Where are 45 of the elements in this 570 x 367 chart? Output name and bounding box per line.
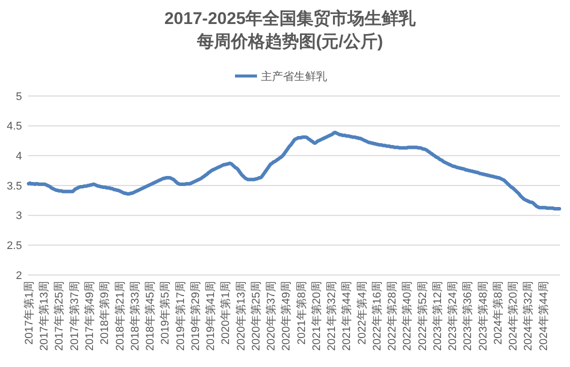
x-tick-label: 2024年第32周 <box>522 281 535 351</box>
x-tick-label: 2021年第8周 <box>296 281 308 345</box>
y-tick-label: 4 <box>16 150 22 163</box>
y-tick-label: 5 <box>16 90 22 103</box>
x-tick-label: 2019年第41周 <box>205 281 218 351</box>
x-tick-label: 2019年第29周 <box>190 281 202 351</box>
chart-title: 2017-2025年全国集贸市场生鲜乳每周价格趋势图(元/公斤) <box>164 9 417 51</box>
x-tick-label: 2019年第17周 <box>174 281 187 351</box>
x-tick-label: 2021年第20周 <box>310 281 323 351</box>
x-tick-label: 2018年第9周 <box>99 281 112 345</box>
x-tick-label: 2021年第44周 <box>341 281 354 351</box>
y-tick-label: 2 <box>16 270 22 282</box>
x-tick-label: 2019年第5周 <box>160 281 172 345</box>
x-tick-label: 2023年第36周 <box>462 281 474 351</box>
y-tick-label: 2.5 <box>6 240 22 252</box>
y-tick-label: 3.5 <box>6 180 22 192</box>
x-tick-label: 2017年第25周 <box>54 281 66 351</box>
x-tick-label: 2020年第1周 <box>220 281 232 345</box>
x-tick-label: 2023年第24周 <box>447 281 460 351</box>
x-tick-label: 2017年第1周 <box>23 281 36 345</box>
y-tick-label: 4.5 <box>6 120 22 133</box>
x-tick-label: 2022年第40周 <box>402 281 414 351</box>
x-tick-label: 2020年第49周 <box>280 281 293 351</box>
x-tick-label: 2023年第48周 <box>477 281 490 351</box>
x-tick-label: 2024年第8周 <box>492 281 504 345</box>
x-tick-label: 2018年第33周 <box>129 281 142 351</box>
x-tick-label: 2021年第32周 <box>326 281 338 351</box>
x-tick-label: 2022年第16周 <box>371 281 384 351</box>
y-tick-label: 3 <box>16 210 22 222</box>
x-tick-label: 2022年第4周 <box>356 281 368 345</box>
x-tick-label: 2017年第49周 <box>84 281 96 351</box>
x-tick-label: 2017年第37周 <box>68 281 81 351</box>
x-tick-label: 2024年第44周 <box>538 281 550 351</box>
x-tick-label: 2022年第52周 <box>416 281 429 351</box>
x-tick-label: 2020年第13周 <box>235 281 248 351</box>
x-tick-label: 2018年第45周 <box>144 281 157 351</box>
x-tick-label: 2020年第25周 <box>250 281 262 351</box>
x-tick-label: 2017年第13周 <box>38 281 51 351</box>
x-tick-label: 2022年第28周 <box>386 281 399 351</box>
x-tick-label: 2018年第21周 <box>114 281 126 351</box>
x-tick-label: 2023年第12周 <box>432 281 444 351</box>
line-series <box>26 130 562 211</box>
x-tick-label: 2024年第20周 <box>508 281 520 351</box>
legend-label: 主产省生鲜乳 <box>261 70 327 83</box>
x-tick-label: 2020年第37周 <box>266 281 278 351</box>
